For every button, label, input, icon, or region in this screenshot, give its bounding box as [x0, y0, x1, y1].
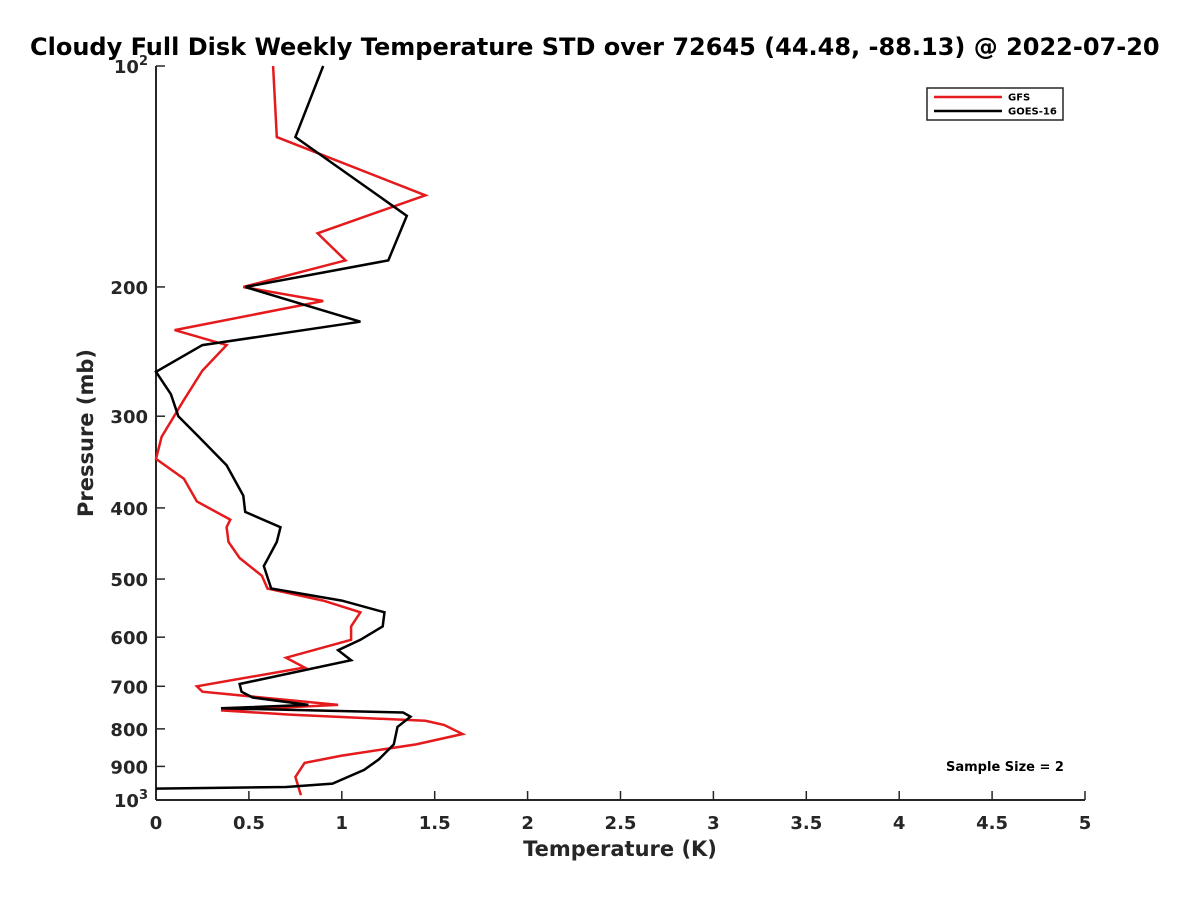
- y-tick-label: 700: [110, 677, 148, 698]
- x-axis-label: Temperature (K): [523, 837, 717, 861]
- x-tick-label: 2: [521, 813, 534, 834]
- x-tick-label: 1.5: [419, 813, 451, 834]
- series-line-goes16: [154, 65, 413, 790]
- x-tick-label: 1: [336, 813, 349, 834]
- x-tick-label: 3: [707, 813, 720, 834]
- legend-label-gfs: GFS: [1008, 93, 1030, 104]
- y-tick-label: 400: [110, 499, 148, 520]
- x-tick-label: 4.5: [976, 813, 1008, 834]
- y-tick-label: 800: [110, 720, 148, 741]
- y-tick-label: 102: [114, 54, 148, 78]
- y-tick-label: 200: [110, 278, 148, 299]
- x-tick-label: 4: [893, 813, 906, 834]
- x-tick-label: 5: [1079, 813, 1092, 834]
- sample-size-annotation: Sample Size = 2: [946, 760, 1064, 775]
- chart-title: Cloudy Full Disk Weekly Temperature STD …: [30, 33, 1160, 61]
- y-tick-label-exponent: 2: [139, 54, 148, 69]
- y-tick-label-exponent: 3: [139, 788, 148, 803]
- y-tick-label: 500: [110, 570, 148, 591]
- y-tick-label: 600: [110, 628, 148, 649]
- y-tick-label-base: 10: [114, 57, 139, 78]
- y-tick-label: 300: [110, 407, 148, 428]
- x-tick-label: 2.5: [605, 813, 637, 834]
- y-tick-label: 900: [110, 757, 148, 778]
- legend: GFS GOES-16: [926, 87, 1064, 121]
- legend-label-goes16: GOES-16: [1008, 107, 1057, 118]
- x-tick-label: 0.5: [233, 813, 265, 834]
- series-line-gfs: [154, 65, 467, 796]
- x-tick-label: 0: [150, 813, 163, 834]
- y-axis-label: Pressure (mb): [74, 349, 98, 517]
- y-tick-label-base: 10: [114, 791, 139, 812]
- x-tick-label: 3.5: [790, 813, 822, 834]
- series-layer: [154, 65, 467, 796]
- legend-box: [926, 87, 1064, 121]
- x-ticks: 0 0.5 1 1.5 2 2.5 3 3.5 4 4.5 5: [150, 791, 1092, 834]
- y-tick-label: 103: [114, 788, 148, 812]
